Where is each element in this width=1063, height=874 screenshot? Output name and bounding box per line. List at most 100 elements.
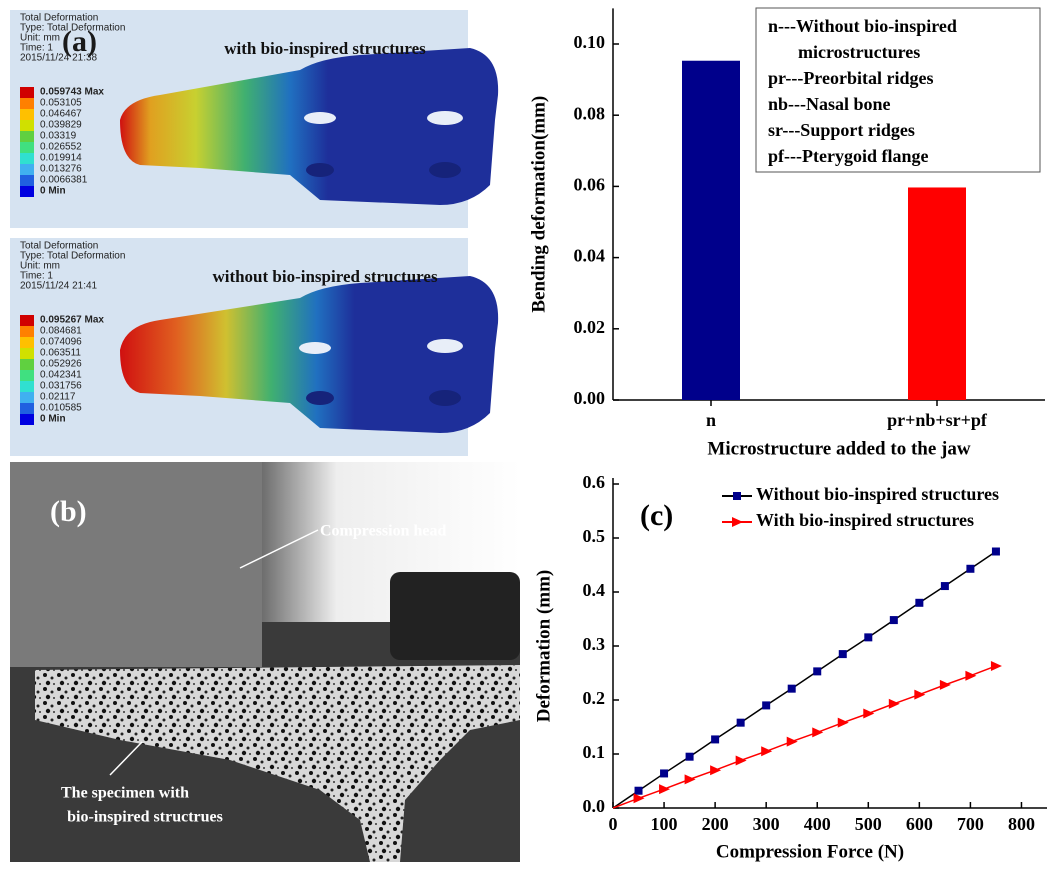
hole [427, 339, 463, 353]
legend-value: 0.019914 [40, 153, 82, 164]
marker [965, 671, 976, 681]
x-tick-label: 800 [1008, 814, 1035, 834]
marker [761, 746, 772, 756]
figure: Total DeformationType: Total Deformation… [0, 0, 1063, 874]
x-tick-label: n [706, 410, 716, 430]
support-block [390, 572, 520, 660]
bar [908, 187, 966, 400]
legend-swatch [20, 326, 34, 337]
note: n---Without bio-inspired [768, 16, 957, 36]
marker [788, 685, 796, 693]
legend-swatch [20, 381, 34, 392]
legend-value: 0.095267 Max [40, 315, 104, 326]
hole [306, 163, 334, 177]
annotation: The specimen with [61, 785, 189, 802]
y-tick-label: 0.6 [583, 472, 606, 492]
legend-swatch [20, 153, 34, 164]
legend-swatch [20, 348, 34, 359]
legend-marker [733, 492, 741, 500]
marker [686, 753, 694, 761]
legend-value: 0.039829 [40, 120, 82, 131]
marker [839, 650, 847, 658]
hole [299, 342, 331, 354]
legend-swatch [20, 87, 34, 98]
marker [659, 784, 670, 794]
legend-swatch [20, 164, 34, 175]
marker [685, 774, 696, 784]
legend-value: 0.02117 [40, 392, 76, 403]
legend-value: 0.010585 [40, 403, 82, 414]
legend-value: 0.084681 [40, 326, 82, 337]
note: microstructures [798, 42, 920, 62]
x-tick-label: 500 [855, 814, 882, 834]
series-line [613, 552, 996, 809]
legend-value: 0.03319 [40, 131, 77, 142]
marker [737, 719, 745, 727]
y-tick-label: 0.04 [574, 246, 606, 266]
note: nb---Nasal bone [768, 94, 891, 114]
y-tick-label: 0.4 [583, 580, 606, 600]
legend-swatch [20, 414, 34, 425]
hole [306, 391, 334, 405]
marker [762, 701, 770, 709]
marker [711, 735, 719, 743]
legend-value: 0.031756 [40, 381, 82, 392]
legend-value: 0.059743 Max [40, 87, 104, 98]
y-tick-label: 0.5 [583, 526, 606, 546]
legend-value: 0.013276 [40, 164, 82, 175]
legend-swatch [20, 370, 34, 381]
marker [710, 765, 721, 775]
legend-swatch [20, 337, 34, 348]
y-tick-label: 0.02 [574, 317, 606, 337]
model-info: 2015/11/24 21:41 [20, 281, 98, 292]
marker [992, 548, 1000, 556]
legend-value: 0 Min [40, 414, 66, 425]
legend-value: 0.046467 [40, 109, 82, 120]
marker [863, 709, 874, 719]
marker [889, 699, 900, 709]
bar [682, 61, 740, 400]
legend-value: 0.042341 [40, 370, 82, 381]
legend-swatch [20, 142, 34, 153]
legend-swatch [20, 315, 34, 326]
legend-value: 0.052926 [40, 359, 82, 370]
marker [634, 793, 645, 803]
legend-swatch [20, 359, 34, 370]
legend-swatch [20, 175, 34, 186]
hole [429, 162, 461, 178]
legend-label: Without bio-inspired structures [756, 484, 999, 504]
y-tick-label: 0.08 [574, 103, 606, 123]
annotation: Compression head [320, 523, 446, 540]
marker [736, 755, 747, 765]
legend-value: 0.063511 [40, 348, 81, 359]
x-axis-title: Microstructure added to the jaw [707, 438, 970, 459]
marker [864, 633, 872, 641]
x-tick-label: 400 [804, 814, 831, 834]
legend-swatch [20, 186, 34, 197]
marker [940, 680, 951, 690]
legend-swatch [20, 109, 34, 120]
legend-value: 0 Min [40, 186, 66, 197]
legend-swatch [20, 98, 34, 109]
y-tick-label: 0.06 [574, 175, 606, 195]
marker [914, 690, 925, 700]
marker [787, 737, 798, 747]
x-axis-title: Compression Force (N) [716, 841, 904, 862]
marker [812, 727, 823, 737]
marker [941, 582, 949, 590]
x-tick-label: 0 [609, 814, 618, 834]
x-tick-label: 700 [957, 814, 984, 834]
annotation: (c) [640, 499, 673, 532]
legend-swatch [20, 131, 34, 142]
y-tick-label: 0.00 [574, 388, 606, 408]
x-tick-label: pr+nb+sr+pf [887, 410, 988, 430]
x-tick-label: 600 [906, 814, 933, 834]
y-tick-label: 0.0 [583, 796, 606, 816]
hole [304, 112, 336, 124]
compression-head [10, 462, 262, 667]
marker [991, 661, 1002, 671]
marker [890, 616, 898, 624]
y-axis-title: Bending deformation(mm) [528, 96, 549, 313]
y-tick-label: 0.1 [583, 742, 606, 762]
hole [427, 111, 463, 125]
